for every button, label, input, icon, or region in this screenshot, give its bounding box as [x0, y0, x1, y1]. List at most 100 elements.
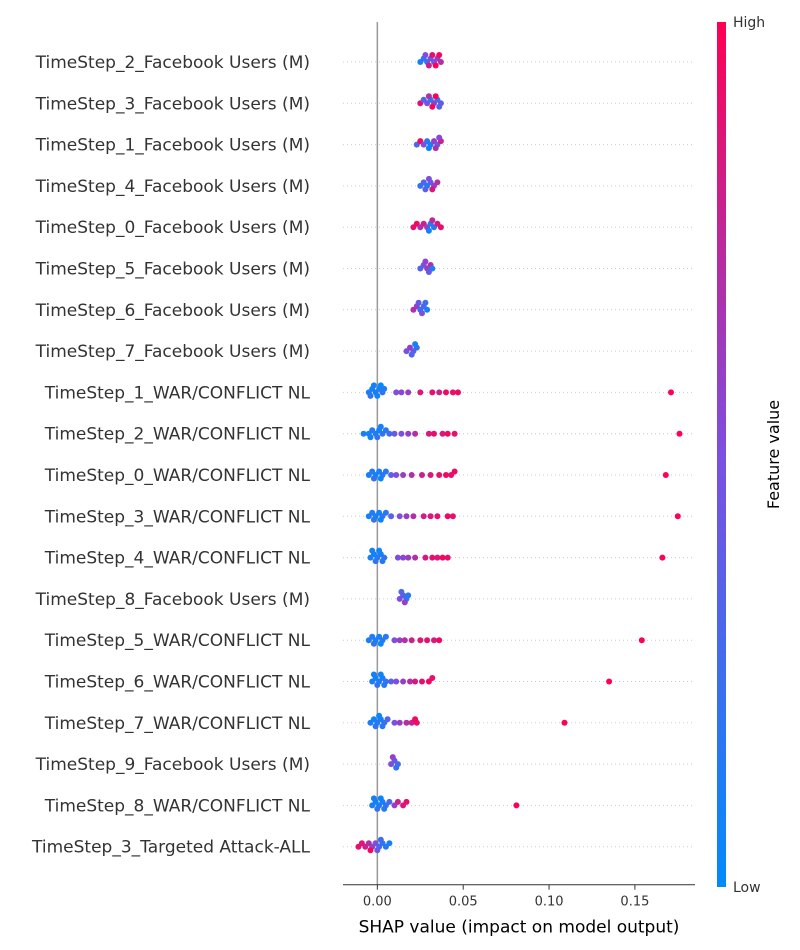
feature-label: TimeStep_0_Facebook Users (M): [35, 218, 310, 238]
shap-point: [436, 134, 443, 141]
shap-point: [386, 430, 393, 437]
shap-point: [400, 554, 407, 561]
shap-point: [370, 516, 377, 523]
shap-point: [638, 637, 645, 644]
shap-point: [431, 430, 437, 437]
shap-point: [407, 678, 413, 685]
shap-point: [377, 836, 384, 843]
shap-point: [412, 554, 419, 561]
shap-point: [389, 754, 396, 761]
shap-point: [436, 472, 443, 478]
shap-point: [377, 640, 384, 647]
shap-point: [434, 513, 441, 520]
shap-point: [676, 430, 683, 437]
shap-point: [436, 103, 443, 110]
shap-point: [401, 637, 408, 644]
shap-point: [443, 389, 449, 396]
shap-point: [386, 798, 393, 805]
shap-point: [400, 472, 407, 478]
shap-point: [369, 547, 376, 554]
shap-point: [419, 678, 425, 685]
shap-point: [419, 472, 425, 478]
shap-point: [425, 269, 432, 275]
shap-point: [382, 633, 389, 640]
shap-point: [429, 389, 436, 396]
shap-point: [370, 640, 377, 647]
shap-point: [425, 227, 432, 234]
feature-label: TimeStep_4_Facebook Users (M): [35, 177, 310, 197]
shap-point: [437, 224, 444, 231]
shap-point: [410, 513, 417, 520]
feature-label: TimeStep_3_Facebook Users (M): [35, 94, 310, 114]
feature-label: TimeStep_2_Facebook Users (M): [35, 53, 310, 73]
feature-labels: TimeStep_2_Facebook Users (M) TimeStep_3_…: [31, 53, 311, 858]
shap-point: [396, 637, 403, 644]
shap-point: [374, 805, 381, 812]
shap-point: [451, 468, 458, 475]
colorbar-high-label: High: [733, 15, 765, 31]
shap-point: [393, 389, 400, 396]
shap-point: [391, 719, 398, 726]
shap-point: [405, 430, 412, 437]
shap-point: [403, 513, 410, 520]
shap-point: [367, 847, 374, 854]
shap-point: [659, 554, 666, 561]
shap-point: [388, 513, 395, 520]
shap-point: [451, 430, 458, 437]
shap-point: [425, 430, 432, 437]
shap-point: [403, 798, 410, 805]
shap-point: [394, 554, 401, 561]
shap-point: [405, 389, 412, 396]
feature-label: TimeStep_1_WAR/CONFLICT NL: [44, 383, 311, 403]
shap-point: [374, 847, 381, 854]
shap-point: [436, 637, 443, 644]
colorbar-low-label: Low: [733, 880, 761, 896]
feature-label: TimeStep_8_Facebook Users (M): [35, 590, 310, 610]
shap-point: [412, 430, 419, 437]
shap-point: [401, 599, 408, 606]
shap-point: [424, 637, 431, 644]
shap-point: [425, 175, 432, 182]
shap-point: [382, 468, 389, 475]
shap-point: [513, 802, 520, 809]
shap-point: [370, 475, 377, 482]
shap-point: [384, 716, 391, 723]
shap-point: [436, 52, 443, 58]
shap-point: [408, 637, 415, 644]
shap-point: [419, 310, 425, 317]
shap-point: [377, 423, 384, 430]
x-axis: 0.00 0.05 0.10 0.15: [343, 884, 695, 910]
shap-point: [432, 93, 439, 100]
shap-point: [381, 385, 388, 392]
shap-point: [408, 472, 415, 478]
shap-point: [372, 723, 379, 730]
shap-point: [444, 430, 451, 437]
shap-point: [377, 795, 384, 802]
shap-point: [400, 678, 407, 685]
shap-point: [436, 389, 443, 396]
shap-point: [374, 682, 381, 688]
shap-point: [372, 558, 379, 565]
shap-point: [434, 554, 441, 561]
shap-point: [431, 637, 437, 644]
colorbar-title: Feature value: [764, 400, 783, 509]
shap-point: [429, 52, 436, 58]
shap-point: [396, 513, 403, 520]
shap-point: [425, 93, 432, 100]
shap-point: [437, 59, 444, 65]
shap-point: [432, 145, 439, 152]
feature-label: TimeStep_4_WAR/CONFLICT NL: [44, 549, 311, 569]
shap-point: [391, 637, 398, 644]
shap-point: [393, 678, 400, 685]
shap-points: [355, 52, 683, 854]
feature-label: TimeStep_7_Facebook Users (M): [35, 342, 310, 362]
colorbar-gradient: [717, 22, 726, 887]
shap-point: [377, 475, 384, 482]
shap-point: [449, 513, 456, 520]
shap-point: [393, 472, 400, 478]
shap-point: [388, 472, 395, 478]
shap-point: [429, 217, 436, 224]
shap-point: [374, 392, 381, 399]
shap-point: [412, 341, 419, 348]
shap-point: [429, 186, 436, 193]
